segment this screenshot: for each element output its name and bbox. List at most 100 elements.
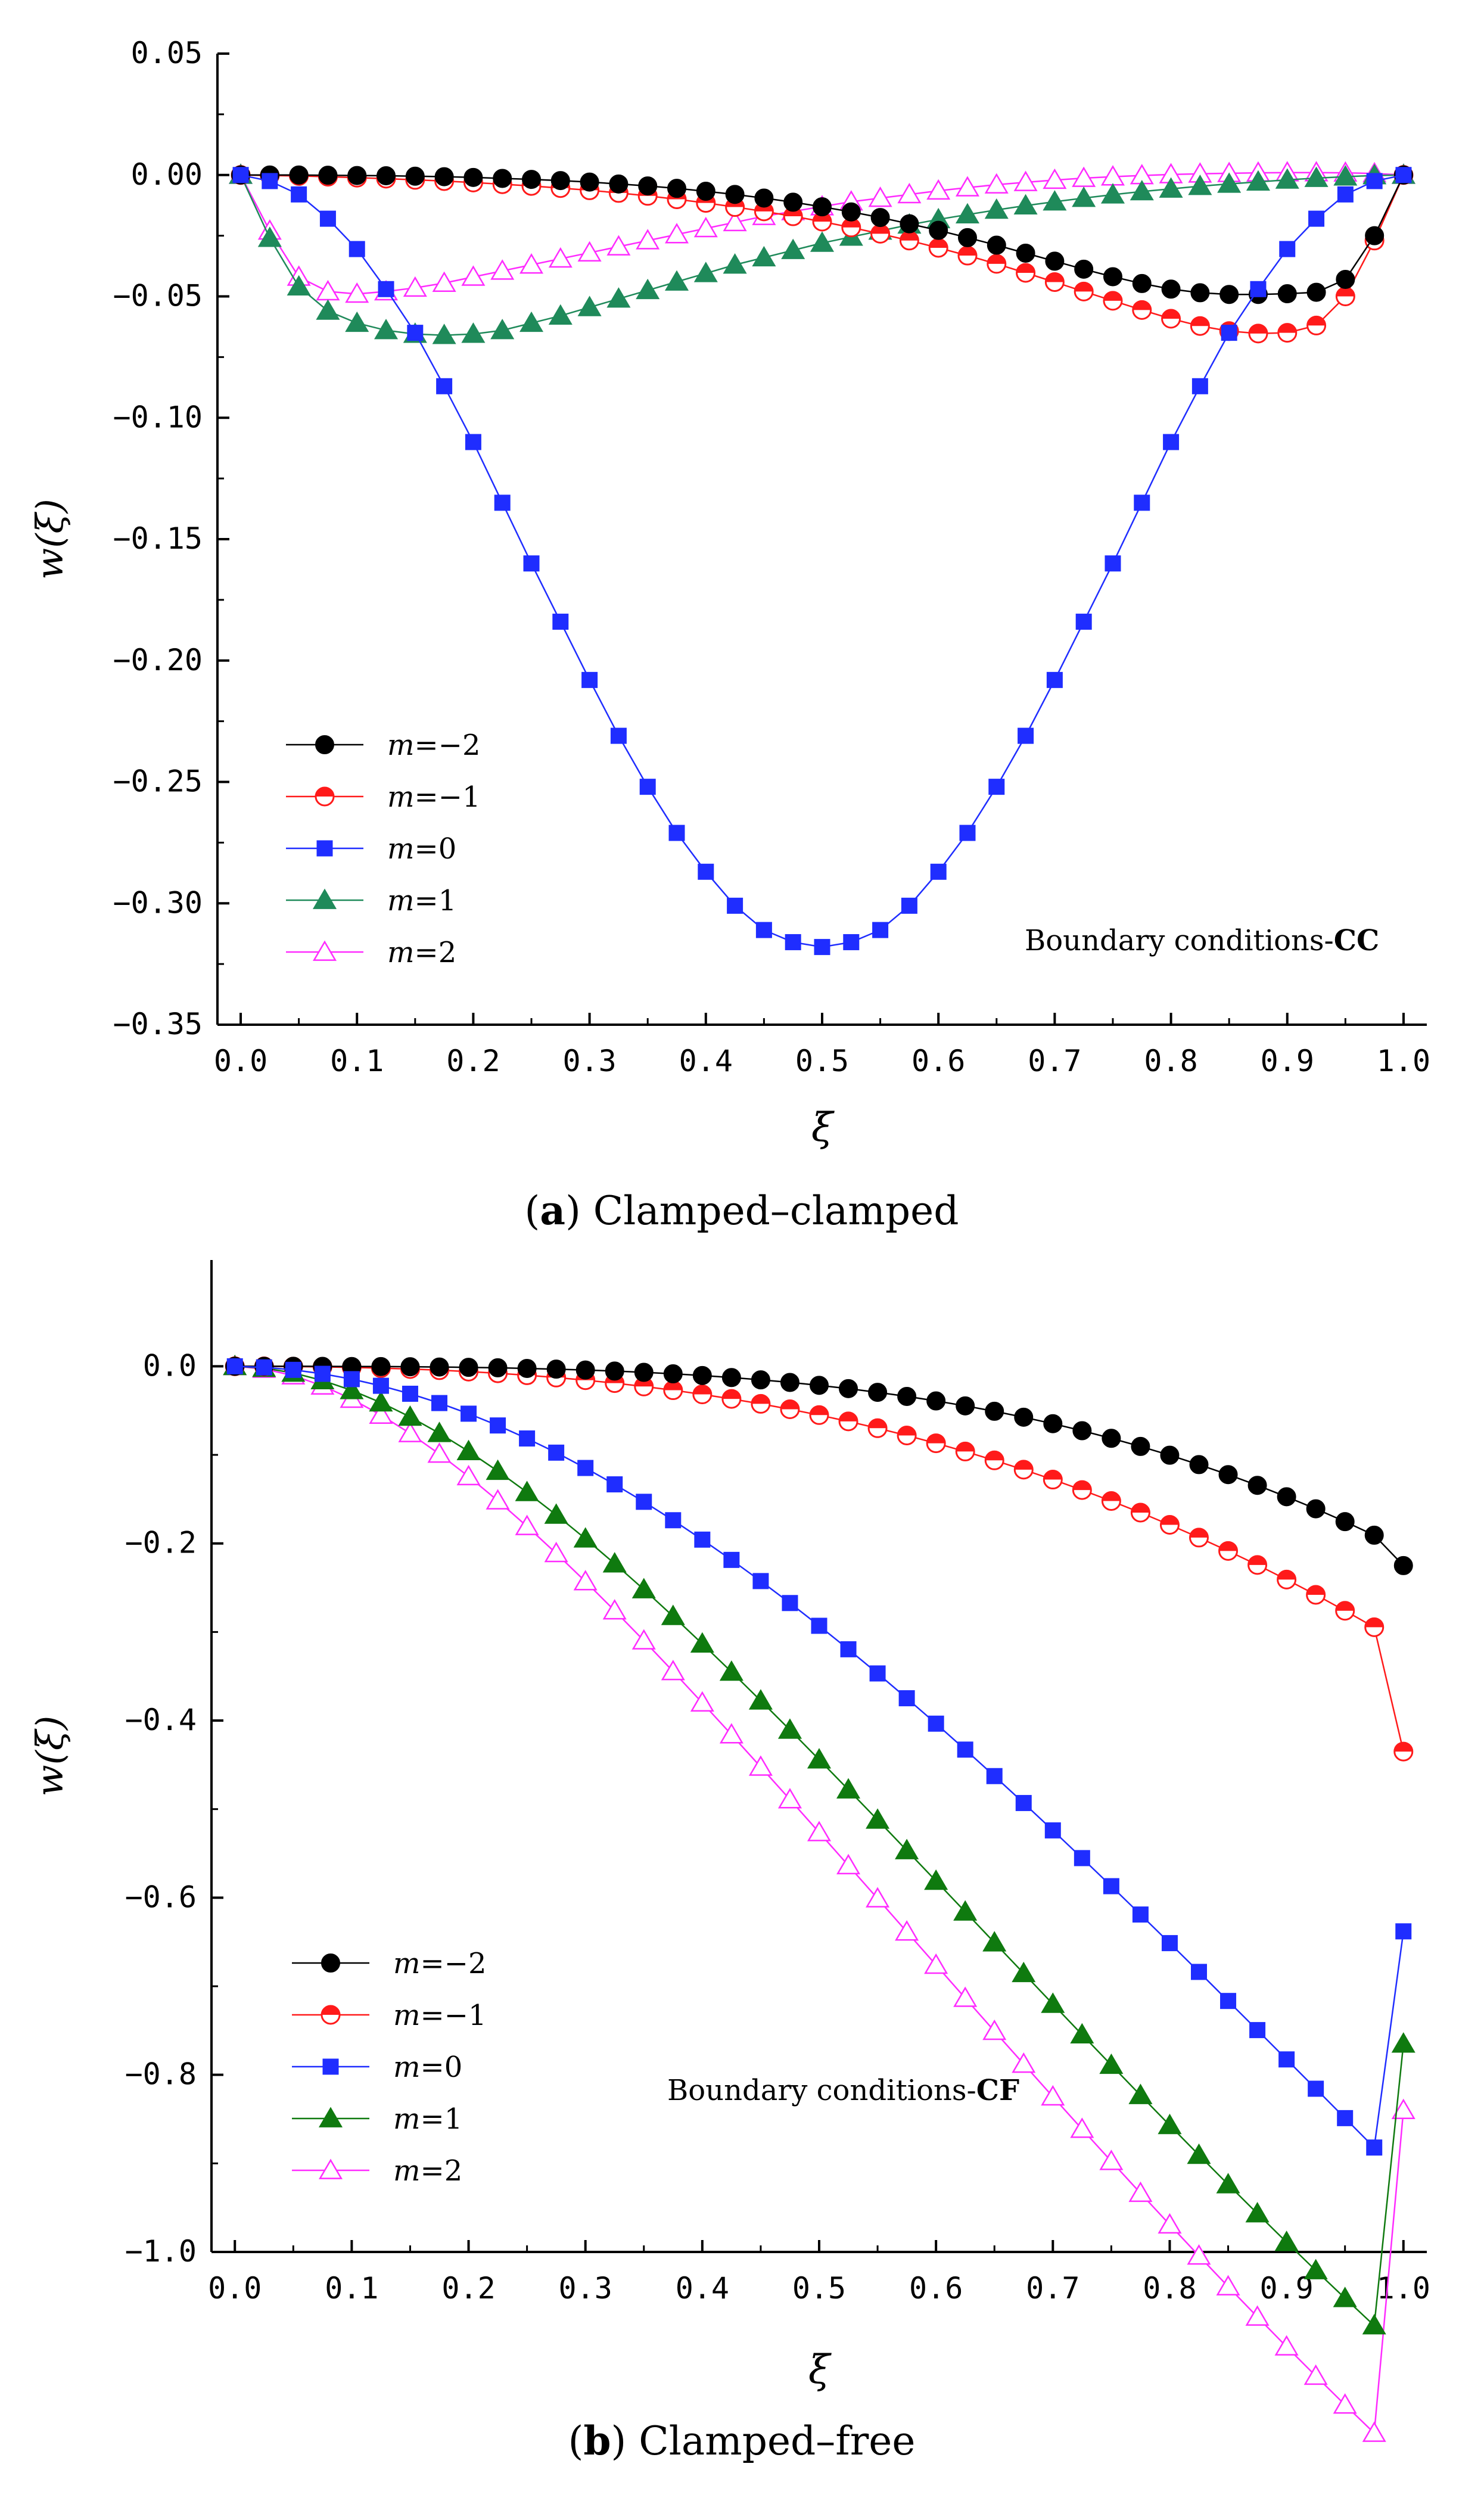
data-point bbox=[1247, 1555, 1268, 1575]
x-tick-label: 0.4 bbox=[676, 2271, 729, 2306]
data-point bbox=[314, 1365, 331, 1382]
data-point bbox=[1364, 1617, 1385, 1637]
data-point bbox=[1161, 1935, 1178, 1952]
data-point bbox=[519, 1430, 536, 1447]
data-point bbox=[783, 192, 803, 212]
data-point bbox=[1012, 2052, 1036, 2073]
data-point bbox=[405, 166, 425, 186]
data-point bbox=[1105, 555, 1121, 572]
data-point bbox=[1015, 1794, 1032, 1811]
data-point bbox=[924, 1953, 948, 1974]
data-point bbox=[544, 1541, 568, 1563]
panel-caption: (a) Clamped–clamped bbox=[525, 1187, 959, 1234]
data-point bbox=[465, 434, 481, 450]
data-point bbox=[692, 1365, 712, 1385]
data-point bbox=[432, 323, 456, 344]
data-point bbox=[1274, 2335, 1299, 2356]
legend-var: m bbox=[387, 780, 415, 814]
data-point bbox=[285, 1361, 301, 1378]
data-point bbox=[1044, 272, 1065, 292]
data-point bbox=[1128, 2083, 1153, 2104]
data-point bbox=[1074, 259, 1094, 279]
data-point bbox=[1337, 2110, 1354, 2126]
data-point bbox=[1303, 2364, 1328, 2385]
caption-paren-open: ( bbox=[525, 1188, 540, 1234]
data-point bbox=[427, 1421, 452, 1442]
data-point bbox=[872, 922, 889, 938]
data-point bbox=[843, 934, 860, 950]
data-point bbox=[752, 1573, 769, 1589]
data-point bbox=[519, 253, 544, 274]
data-point bbox=[1221, 325, 1237, 341]
data-point bbox=[316, 299, 340, 320]
data-point bbox=[667, 179, 687, 198]
data-point bbox=[959, 825, 976, 841]
data-point bbox=[665, 1512, 682, 1529]
legend-marker bbox=[312, 888, 337, 909]
legend-value: =−2 bbox=[415, 729, 481, 762]
data-point bbox=[1158, 2113, 1182, 2135]
data-point bbox=[1333, 2287, 1357, 2307]
data-point bbox=[1130, 1502, 1150, 1523]
data-point bbox=[690, 1691, 714, 1712]
data-point bbox=[1250, 281, 1267, 297]
data-point bbox=[840, 1641, 857, 1657]
data-point bbox=[664, 223, 689, 244]
data-point bbox=[605, 1361, 624, 1381]
data-point bbox=[988, 779, 1005, 795]
legend-value: =1 bbox=[415, 884, 457, 917]
data-point bbox=[490, 319, 515, 340]
x-tick-label: 0.8 bbox=[1144, 1044, 1197, 1078]
data-point bbox=[926, 1391, 946, 1411]
data-point bbox=[693, 216, 718, 238]
data-point bbox=[431, 1395, 447, 1411]
data-point bbox=[1128, 2181, 1153, 2203]
data-point bbox=[427, 1442, 452, 1463]
data-point bbox=[378, 281, 394, 297]
data-point bbox=[257, 226, 282, 247]
data-point bbox=[1043, 1470, 1063, 1490]
data-point bbox=[1161, 309, 1181, 329]
data-point bbox=[870, 208, 890, 228]
legend-label: m=2 bbox=[387, 936, 456, 969]
data-point bbox=[1246, 170, 1270, 191]
data-point bbox=[928, 238, 948, 258]
x-tick-label: 1.0 bbox=[1377, 1044, 1430, 1078]
data-point bbox=[430, 1357, 449, 1377]
data-point bbox=[751, 1393, 771, 1414]
data-point bbox=[573, 1570, 598, 1591]
data-point bbox=[1365, 226, 1385, 245]
data-point bbox=[1245, 2305, 1270, 2326]
data-point bbox=[1333, 2393, 1357, 2414]
data-point bbox=[1306, 1499, 1326, 1519]
x-tick-label: 0.6 bbox=[909, 2271, 963, 2306]
data-point bbox=[897, 1425, 917, 1445]
boundary-conditions-annotation: Boundary conditions-CF bbox=[667, 2074, 1019, 2107]
x-tick-label: 0.6 bbox=[911, 1044, 965, 1078]
y-tick-label: −1.0 bbox=[125, 2234, 197, 2269]
data-point bbox=[1012, 1961, 1036, 1983]
data-point bbox=[814, 939, 830, 956]
data-point bbox=[661, 1604, 685, 1625]
y-tick-label: −0.6 bbox=[125, 1880, 197, 1914]
data-point bbox=[343, 1371, 360, 1388]
data-point bbox=[1335, 1601, 1355, 1621]
data-point bbox=[839, 1379, 858, 1398]
data-point bbox=[870, 223, 891, 244]
series-m-1 bbox=[229, 163, 1415, 344]
data-point bbox=[987, 254, 1007, 274]
data-point bbox=[1249, 2022, 1266, 2039]
data-point bbox=[1247, 1476, 1267, 1495]
y-tick-label: −0.2 bbox=[125, 1526, 197, 1560]
data-point bbox=[838, 1411, 858, 1432]
legend-value: =−1 bbox=[421, 1999, 487, 2032]
data-point bbox=[316, 279, 340, 301]
data-point bbox=[1393, 1556, 1413, 1575]
legend-label: m=0 bbox=[387, 832, 456, 866]
data-point bbox=[899, 231, 919, 251]
x-axis-title: ξ bbox=[808, 2347, 832, 2393]
annotation-prefix: Boundary conditions- bbox=[1025, 924, 1334, 957]
data-point bbox=[606, 235, 631, 256]
legend-label: m=−1 bbox=[387, 780, 481, 814]
data-point bbox=[663, 1364, 683, 1384]
